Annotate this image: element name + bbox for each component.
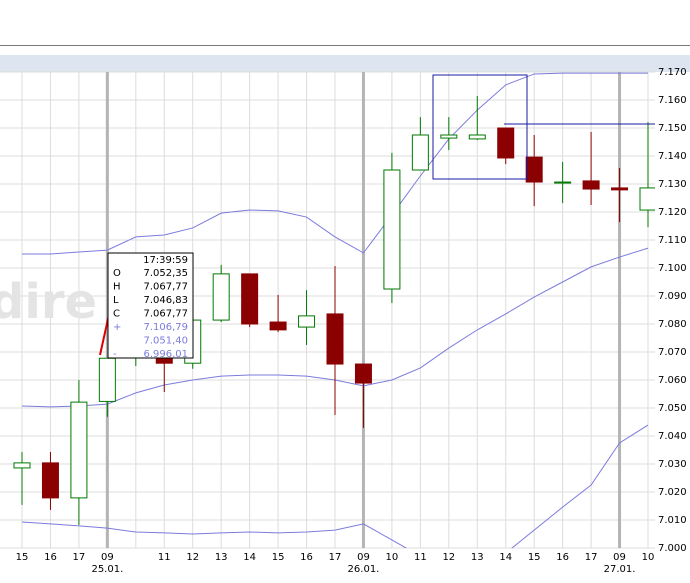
x-tick-label: 15	[528, 552, 541, 563]
candle-body	[269, 321, 287, 331]
tooltip-value: 7.067,77	[143, 309, 188, 320]
tooltip: 17:39:59 O 7.052,35 H 7.067,77 L 7.046,83 C 7.06…	[107, 252, 194, 360]
tooltip-time: 17:39:59	[143, 255, 188, 266]
candle-body	[326, 313, 344, 365]
tooltip-value: 6.996,01	[143, 349, 188, 360]
y-tick-label: 7.130	[658, 179, 687, 190]
x-tick-label: 16	[44, 552, 57, 563]
candle-body	[468, 134, 486, 140]
y-tick-label: 7.140	[658, 151, 687, 162]
candle-body	[639, 187, 655, 211]
tooltip-value: 7.051,40	[143, 336, 188, 347]
candle-body	[497, 127, 515, 159]
x-tick-label: 17	[329, 552, 342, 563]
x-tick-label: 13	[471, 552, 484, 563]
candle-body	[440, 134, 458, 139]
tooltip-key: H	[113, 282, 121, 293]
date-label: 26.01.	[348, 564, 380, 575]
grid	[0, 71, 655, 549]
y-tick-label: 7.090	[658, 291, 687, 302]
y-tick-label: 7.110	[658, 235, 687, 246]
tooltip-value: 7.067,77	[143, 282, 188, 293]
x-tick-label: 11	[158, 552, 171, 563]
watermark: dire	[0, 274, 97, 330]
tooltip-key: +	[113, 322, 121, 333]
candle-body	[582, 180, 600, 190]
y-tick-label: 7.070	[658, 347, 687, 358]
candle-body	[212, 273, 230, 321]
axis: 7.000 7.010 7.020 7.030 7.040 7.050 7.060 7.070…	[16, 67, 687, 575]
candle-body	[298, 315, 316, 328]
x-tick-label: 09	[101, 552, 114, 563]
candle-body	[70, 401, 88, 499]
date-label: 25.01.	[91, 564, 123, 575]
candle-body	[611, 187, 629, 191]
tooltip-key: C	[113, 309, 120, 320]
candle-body	[241, 273, 259, 325]
x-tick-label: 09	[613, 552, 626, 563]
x-tick-label: 14	[499, 552, 512, 563]
y-tick-label: 7.150	[658, 123, 687, 134]
x-tick-label: 17	[73, 552, 86, 563]
y-tick-label: 7.000	[658, 543, 687, 554]
y-tick-label: 7.050	[658, 403, 687, 414]
tooltip-key: O	[113, 268, 121, 279]
x-tick-label: 15	[16, 552, 29, 563]
candle-body	[554, 181, 572, 184]
y-tick-label: 7.040	[658, 431, 687, 442]
tooltip-value: 7.106,79	[143, 322, 188, 333]
y-tick-label: 7.100	[658, 263, 687, 274]
y-tick-label: 7.010	[658, 515, 687, 526]
x-tick-label: 13	[215, 552, 228, 563]
plot-area	[0, 72, 655, 548]
tooltip-key: L	[113, 295, 119, 306]
x-tick-label: 16	[300, 552, 313, 563]
candle-body	[41, 462, 59, 499]
top-border	[0, 45, 690, 46]
x-tick-label: 10	[386, 552, 399, 563]
y-tick-label: 7.160	[658, 95, 687, 106]
y-tick-label: 7.080	[658, 319, 687, 330]
candle-body	[98, 357, 116, 402]
y-tick-label: 7.120	[658, 207, 687, 218]
x-tick-label: 15	[272, 552, 285, 563]
tooltip-key: -	[113, 349, 117, 360]
x-tick-label: 17	[585, 552, 598, 563]
candle-body	[383, 169, 401, 290]
x-tick-label: 12	[186, 552, 199, 563]
x-tick-label: 09	[357, 552, 370, 563]
candle-body	[13, 462, 31, 469]
band-lower	[21, 424, 649, 548]
y-tick-label: 7.060	[658, 375, 687, 386]
tooltip-box	[107, 252, 194, 359]
header-strip	[0, 55, 690, 72]
drawn-rectangle	[432, 74, 528, 180]
x-tick-label: 10	[642, 552, 655, 563]
candle-body	[354, 363, 372, 384]
y-tick-label: 7.170	[658, 67, 687, 78]
tooltip-value: 7.046,83	[143, 295, 188, 306]
x-tick-label: 12	[442, 552, 455, 563]
date-label: 27.01.	[604, 564, 636, 575]
x-tick-label: 14	[243, 552, 256, 563]
y-tick-label: 7.030	[658, 459, 687, 470]
x-tick-label: 11	[414, 552, 427, 563]
candle-body	[525, 156, 543, 183]
band-upper	[22, 72, 648, 255]
y-tick-label: 7.020	[658, 487, 687, 498]
tooltip-value: 7.052,35	[143, 268, 188, 279]
x-tick-label: 16	[556, 552, 569, 563]
candle-body	[411, 134, 429, 171]
